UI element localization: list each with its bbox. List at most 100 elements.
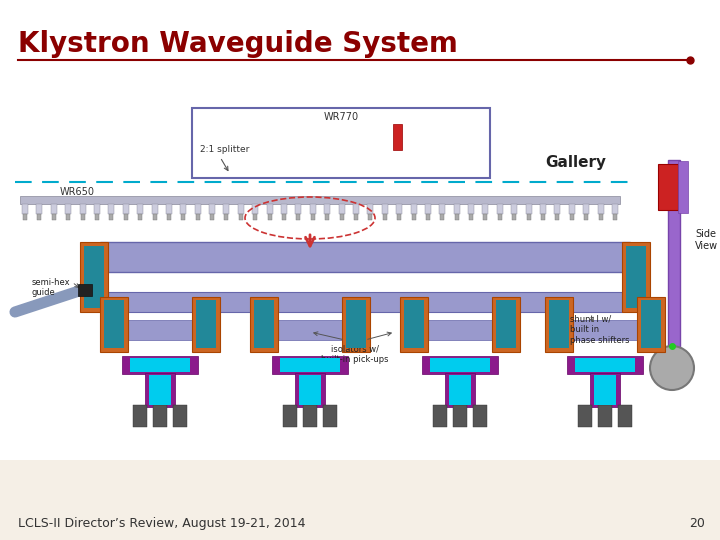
Bar [281,204,287,214]
Bar [433,405,447,427]
Bar [51,204,57,214]
Bar [324,204,330,214]
Bar [567,356,643,374]
Bar [153,405,167,427]
Bar [253,214,257,220]
Bar [95,214,99,220]
Text: Gallery: Gallery [545,155,606,170]
Bar [100,297,128,352]
Bar [404,300,424,348]
Text: shunt I w/
built in
phase shifters: shunt I w/ built in phase shifters [570,315,629,345]
Bar [594,375,616,405]
Polygon shape [520,0,720,140]
Bar [473,405,487,427]
Bar [511,204,517,214]
Bar [410,204,417,214]
Bar [383,214,387,220]
Bar [299,375,321,405]
Bar [353,204,359,214]
Bar [130,358,190,372]
Bar [278,320,342,340]
Text: isolators w/
built-in pick-ups: isolators w/ built-in pick-ups [321,345,389,364]
Bar [422,356,498,374]
Bar [584,214,588,220]
Bar [612,204,618,214]
Bar [37,214,41,220]
Bar [124,214,127,220]
Bar [425,204,431,214]
Bar [583,204,589,214]
Bar [78,284,92,296]
Bar [541,214,545,220]
Bar [622,242,650,312]
Bar [668,160,680,350]
Bar [192,108,490,178]
Bar [268,214,271,220]
Bar [196,214,199,220]
Bar [449,375,471,405]
Bar [194,204,201,214]
Bar [626,246,646,308]
Bar [80,242,108,312]
Bar [196,300,216,348]
Bar [295,373,325,407]
Bar [590,373,620,407]
Bar [225,214,228,220]
Bar [569,204,575,214]
Bar [369,214,372,220]
Bar [167,214,171,220]
Polygon shape [620,0,720,80]
Bar [382,204,388,214]
Bar [128,320,192,340]
Bar [250,297,278,352]
Bar [498,214,502,220]
Bar [598,405,612,427]
Bar [239,214,243,220]
Bar [0,0,720,460]
Bar [354,214,358,220]
Bar [367,204,374,214]
Bar [554,204,560,214]
Bar [266,204,273,214]
Bar [272,356,348,374]
Bar [325,214,329,220]
Circle shape [650,346,694,390]
Text: 20: 20 [689,517,705,530]
Bar [66,214,70,220]
Bar [641,300,661,348]
Bar [149,375,171,405]
Bar [526,204,531,214]
Text: Side
View: Side View [695,229,718,251]
Bar [613,214,617,220]
Bar [303,405,317,427]
Text: 2:1 splitter: 2:1 splitter [200,145,249,154]
Bar [52,214,55,220]
Bar [280,358,340,372]
Bar [526,214,531,220]
Bar [430,358,490,372]
Bar [578,405,592,427]
Bar [549,300,569,348]
Bar [453,405,467,427]
Bar [210,214,214,220]
Bar [412,214,415,220]
Bar [454,204,459,214]
Bar [297,214,300,220]
Bar [173,405,187,427]
Bar [20,196,620,204]
Bar [496,300,516,348]
Bar [138,214,142,220]
Bar [100,242,630,272]
Bar [396,204,402,214]
Bar [400,297,428,352]
Bar [145,373,175,407]
Text: Klystron Waveguide System: Klystron Waveguide System [18,30,458,58]
Bar [598,214,603,220]
Bar [441,214,444,220]
Bar [575,358,635,372]
Bar [109,214,113,220]
Bar [573,320,637,340]
Bar [181,214,185,220]
Bar [455,214,459,220]
Bar [295,204,302,214]
